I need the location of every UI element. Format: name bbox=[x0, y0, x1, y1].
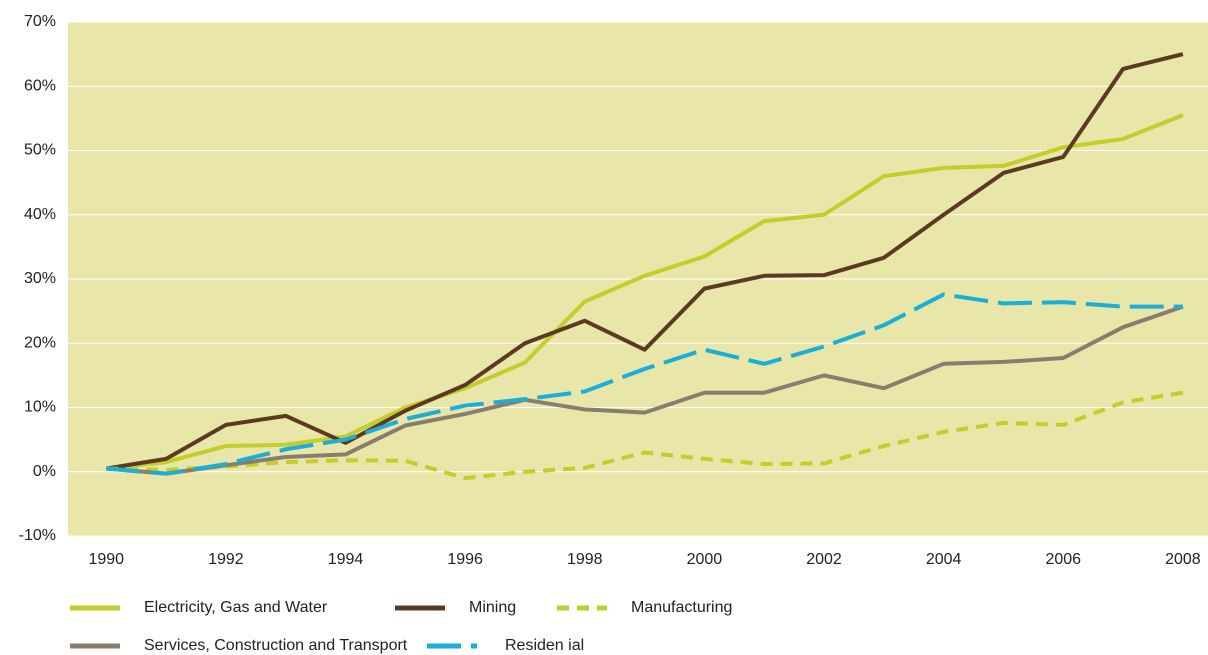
series-line bbox=[106, 304, 1184, 476]
y-tick-label: 70% bbox=[24, 13, 56, 30]
legend-label: Services, Construction and Transport bbox=[144, 637, 408, 654]
x-tick-label: 1992 bbox=[208, 551, 244, 568]
series-line bbox=[106, 390, 1184, 481]
x-tick-label: 1996 bbox=[447, 551, 483, 568]
y-tick-label: 30% bbox=[24, 270, 56, 287]
y-tick-label: 50% bbox=[24, 142, 56, 159]
y-tick-label: 10% bbox=[24, 399, 56, 416]
legend-label: Mining bbox=[469, 599, 516, 616]
y-tick-label: 20% bbox=[24, 334, 56, 351]
y-tick-label: -10% bbox=[19, 527, 56, 544]
x-tick-label: 2002 bbox=[806, 551, 842, 568]
x-tick-label: 1998 bbox=[567, 551, 603, 568]
series-line bbox=[105, 52, 1184, 471]
y-tick-label: 0% bbox=[33, 463, 56, 480]
x-tick-label: 1990 bbox=[88, 551, 124, 568]
x-tick-label: 2004 bbox=[926, 551, 962, 568]
x-tick-label: 2000 bbox=[687, 551, 723, 568]
series-line bbox=[106, 113, 1184, 471]
legend-label: Electricity, Gas and Water bbox=[144, 599, 328, 616]
y-tick-label: 60% bbox=[24, 77, 56, 94]
x-tick-label: 2008 bbox=[1165, 551, 1201, 568]
legend-label: Residen ial bbox=[505, 637, 584, 654]
x-tick-label: 1994 bbox=[328, 551, 364, 568]
y-tick-label: 40% bbox=[24, 206, 56, 223]
series-line bbox=[106, 292, 1183, 476]
x-tick-label: 2006 bbox=[1045, 551, 1081, 568]
legend-label: Manufacturing bbox=[631, 599, 732, 616]
